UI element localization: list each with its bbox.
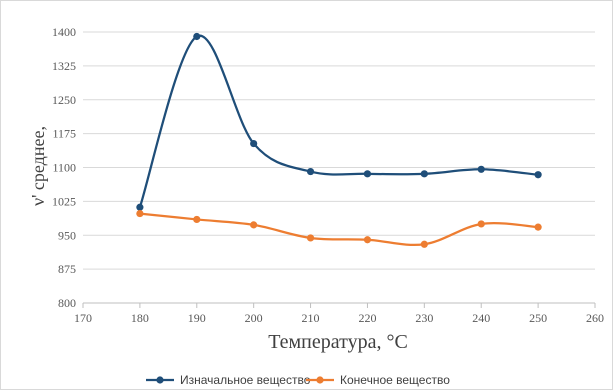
data-point (136, 209, 144, 218)
series-line-1 (138, 34, 540, 209)
x-tick-label: 230 (415, 311, 433, 325)
data-point (193, 215, 201, 224)
y-tick-label: 1100 (52, 161, 76, 175)
x-tick-label: 190 (188, 311, 206, 325)
data-point (477, 220, 485, 228)
x-tick-label: 180 (131, 311, 149, 325)
data-point (250, 221, 258, 229)
axes (82, 302, 596, 308)
legend-marker (156, 376, 164, 384)
tick-labels: 800 875 950 1025 1100 1175 1250 1325 1400 170 180 1… (52, 25, 604, 325)
series-line-2 (138, 212, 540, 247)
legend-label: Изначальное вещество (180, 373, 311, 387)
gridlines (83, 31, 595, 270)
x-tick-label: 200 (245, 311, 263, 325)
y-tick-label: 800 (58, 296, 76, 310)
x-axis-title: Температура, °C (268, 331, 408, 353)
y-tick-label: 1175 (52, 127, 76, 141)
x-tick-label: 260 (586, 311, 604, 325)
x-tick-label: 220 (358, 311, 376, 325)
data-point (363, 170, 372, 178)
y-tick-label: 1325 (52, 59, 76, 73)
data-point (420, 170, 428, 178)
data-point (534, 171, 542, 179)
data-point (477, 165, 485, 173)
data-point (136, 203, 144, 211)
y-tick-label: 1025 (52, 194, 76, 208)
x-tick-label: 240 (472, 311, 490, 325)
y-tick-label: 875 (58, 262, 76, 276)
y-axis-title: ν' среднее, (28, 126, 48, 206)
x-tick-label: 210 (302, 311, 320, 325)
legend-marker (316, 376, 324, 384)
data-point (306, 234, 315, 242)
data-point (534, 223, 542, 231)
x-tick-label: 170 (74, 311, 92, 325)
legend: Изначальное вещество Конечное вещество (146, 373, 450, 387)
data-point (306, 167, 315, 176)
y-tick-label: 1250 (52, 93, 76, 107)
data-point (363, 236, 372, 244)
series-lines (136, 32, 542, 248)
data-point (193, 32, 201, 41)
data-point (420, 240, 428, 248)
y-tick-label: 1400 (52, 25, 76, 39)
y-tick-label: 950 (58, 228, 76, 242)
data-point (250, 139, 258, 148)
legend-label: Конечное вещество (340, 373, 450, 387)
x-tick-label: 250 (529, 311, 547, 325)
